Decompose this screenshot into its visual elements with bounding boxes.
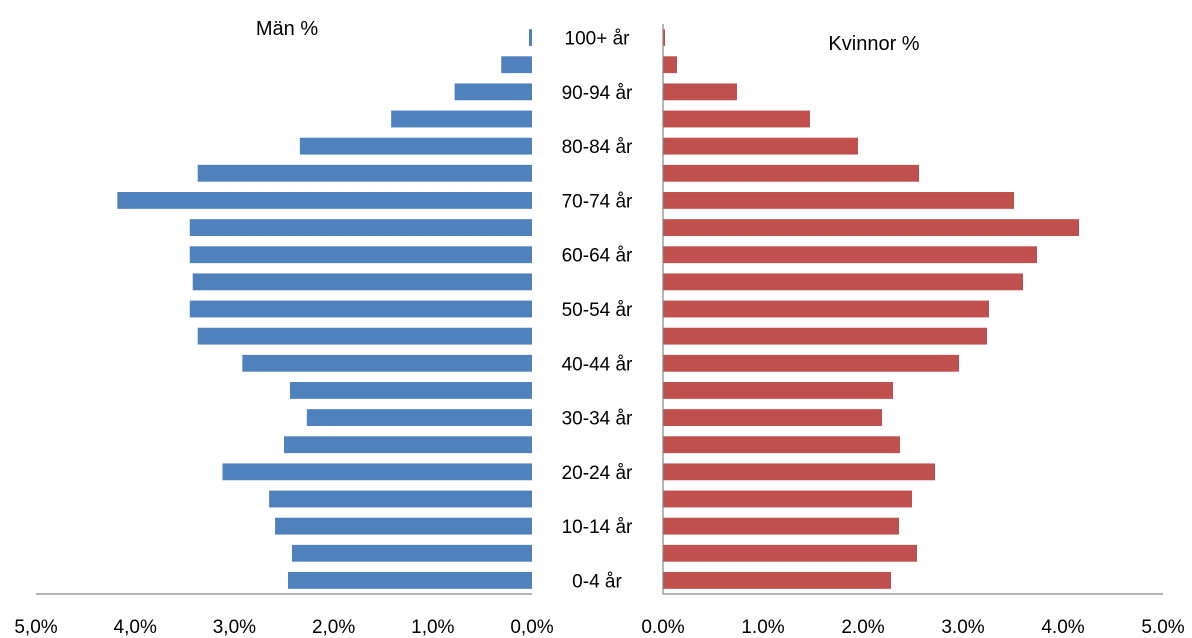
female-bar-15-19 år [663,490,912,508]
female-bar-65-69 år [663,219,1079,236]
male-bar-70-74 år [117,192,533,209]
male-bar-40-44 år [242,354,532,372]
left-tick-label: 3,0% [213,617,256,638]
male-bar-60-64 år [189,246,532,264]
female-bar-85-89 år [663,110,810,128]
male-bars [117,29,533,589]
right-tick-label: 0.0% [641,617,684,638]
age-label: 50-54 år [562,300,633,321]
female-bar-25-29 år [663,436,900,454]
left-tick-label: 5,0% [14,617,57,638]
right-tick-labels: 0.0% 1.0% 2.0% 3.0% 4.0% 5.0% [641,617,1184,638]
male-bar-90-94 år [454,83,532,101]
age-label: 30-34 år [562,409,633,430]
age-label: 100+ år [565,29,631,50]
male-bar-95-99 år [501,56,532,74]
male-bar-80-84 år [299,137,532,155]
male-bar-5-9 år [291,544,532,562]
male-bar-20-24 år [222,463,532,481]
age-label: 0-4 år [572,571,622,592]
male-bar-30-34 år [306,409,532,426]
female-bar-90-94 år [663,83,737,101]
male-bar-35-39 år [289,382,532,399]
male-bar-100+ år [529,29,532,46]
male-bar-55-59 år [192,273,532,291]
left-tick-label: 0,0% [510,617,553,638]
female-bar-30-34 år [663,409,882,426]
male-bar-10-14 år [275,517,532,535]
right-tick-label: 2.0% [841,617,884,638]
left-tick-labels: 5,0% 4,0% 3,0% 2,0% 1,0% 0,0% [14,617,553,638]
age-label: 70-74 år [562,191,633,212]
right-panel-title: Kvinnor % [828,33,919,55]
female-bar-70-74 år [663,192,1014,209]
female-bar-10-14 år [663,517,899,535]
right-tick-label: 3.0% [941,617,984,638]
left-panel-title: Män % [256,18,318,40]
male-bar-75-79 år [197,164,533,182]
left-tick-label: 1,0% [411,617,454,638]
female-bar-50-54 år [663,300,989,318]
left-tick-label: 2,0% [312,617,355,638]
female-bar-45-49 år [663,327,987,345]
male-bar-45-49 år [197,327,533,345]
female-bar-55-59 år [663,273,1023,291]
age-label: 40-44 år [562,354,633,375]
right-tick-label: 4.0% [1041,617,1084,638]
male-bar-25-29 år [284,436,532,454]
male-bar-0-4 år [287,572,532,589]
female-bars [663,29,1079,589]
male-bar-15-19 år [269,490,532,508]
age-label: 10-14 år [562,517,633,538]
male-bar-85-89 år [391,110,532,128]
female-bar-80-84 år [663,137,858,155]
left-tick-label: 4,0% [114,617,157,638]
female-bar-100+ år [663,29,665,46]
male-bar-65-69 år [189,219,532,236]
female-bar-35-39 år [663,382,893,399]
female-bar-95-99 år [663,56,677,74]
female-bar-0-4 år [663,572,891,589]
female-bar-40-44 år [663,354,959,372]
female-bar-75-79 år [663,164,919,182]
female-bar-60-64 år [663,246,1037,264]
male-bar-50-54 år [189,300,532,318]
age-group-labels: 0-4 år 10-14 år 20-24 år 30-34 år 40-44 år 50… [562,29,633,593]
right-tick-label: 5.0% [1141,617,1184,638]
right-tick-label: 1.0% [741,617,784,638]
female-bar-20-24 år [663,463,935,481]
female-bar-5-9 år [663,544,917,562]
age-label: 80-84 år [562,137,633,158]
age-label: 60-64 år [562,246,633,267]
age-label: 90-94 år [562,83,633,104]
age-label: 20-24 år [562,463,633,484]
